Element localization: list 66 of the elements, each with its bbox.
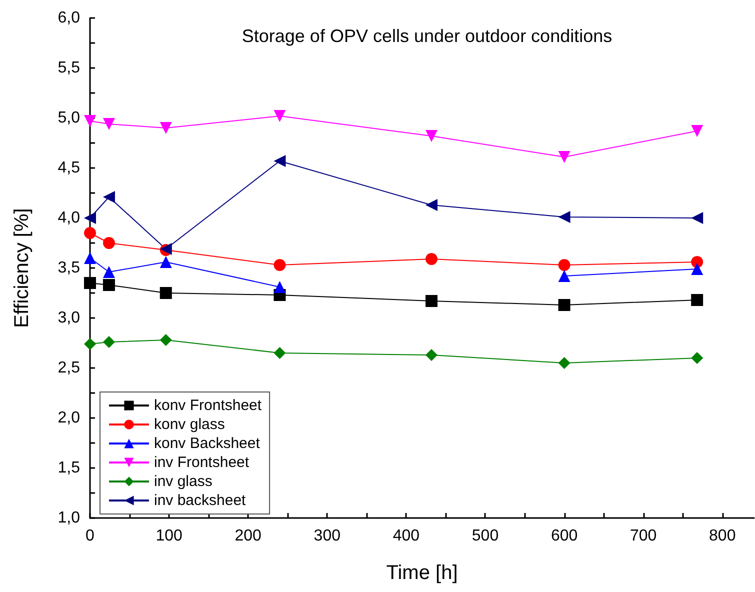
point [274, 110, 286, 122]
legend-label: konv glass [154, 416, 225, 433]
x-tick-label: 700 [630, 528, 657, 544]
y-tick-label: 1,5 [58, 460, 80, 476]
y-tick-label: 6,0 [58, 10, 80, 26]
point [558, 151, 570, 163]
point [84, 252, 96, 264]
y-tick-label: 5,5 [58, 60, 80, 76]
legend-label: konv Backsheet [154, 435, 261, 452]
point [691, 212, 704, 224]
point [691, 263, 704, 275]
chart-title: Storage of OPV cells under outdoor conditions [242, 26, 612, 46]
point [426, 253, 438, 265]
point [160, 287, 172, 299]
point [160, 334, 172, 346]
point [558, 270, 570, 282]
point [102, 336, 115, 348]
point [84, 115, 96, 127]
point [160, 122, 172, 134]
point [102, 237, 115, 249]
legend-label: inv Frontsheet [154, 454, 250, 471]
point [425, 130, 438, 142]
point [691, 294, 704, 306]
legend-label: inv backsheet [154, 492, 247, 509]
x-tick-label: 200 [234, 528, 262, 544]
point [425, 199, 438, 211]
point [274, 155, 286, 167]
point [558, 357, 570, 369]
point [274, 347, 286, 359]
y-tick-label: 3,5 [58, 260, 80, 276]
point [558, 299, 570, 311]
point [558, 259, 570, 271]
point [160, 256, 172, 268]
x-tick-label: 800 [709, 528, 736, 544]
point [102, 118, 115, 130]
point [691, 125, 704, 137]
y-tick-label: 2,5 [58, 360, 80, 376]
point [84, 277, 96, 289]
point [102, 266, 115, 278]
legend-label: inv glass [154, 473, 212, 490]
point [84, 212, 96, 224]
x-axis-title: Time [h] [386, 562, 458, 584]
y-tick-label: 5,0 [58, 110, 80, 126]
x-tick-label: 600 [550, 528, 578, 544]
point [274, 259, 286, 271]
point [84, 227, 96, 239]
x-tick-label: 300 [314, 528, 341, 544]
x-tick-label: 400 [392, 528, 420, 544]
y-tick-label: 4,5 [58, 160, 80, 176]
y-tick-label: 4,0 [58, 210, 80, 226]
point [558, 211, 570, 223]
y-tick-label: 2,0 [58, 410, 80, 426]
point [84, 338, 96, 350]
point [102, 191, 115, 203]
x-tick-label: 0 [86, 528, 95, 544]
y-tick-label: 1,0 [58, 510, 80, 526]
x-tick-label: 500 [472, 528, 499, 544]
y-tick-label: 3,0 [58, 310, 80, 326]
point [691, 352, 704, 364]
point [102, 279, 115, 291]
y-axis-title: Efficiency [%] [11, 208, 33, 328]
point [274, 281, 286, 293]
legend-label: konv Frontsheet [154, 397, 262, 414]
x-tick-label: 100 [156, 528, 182, 544]
point [425, 295, 438, 307]
point [425, 349, 438, 361]
